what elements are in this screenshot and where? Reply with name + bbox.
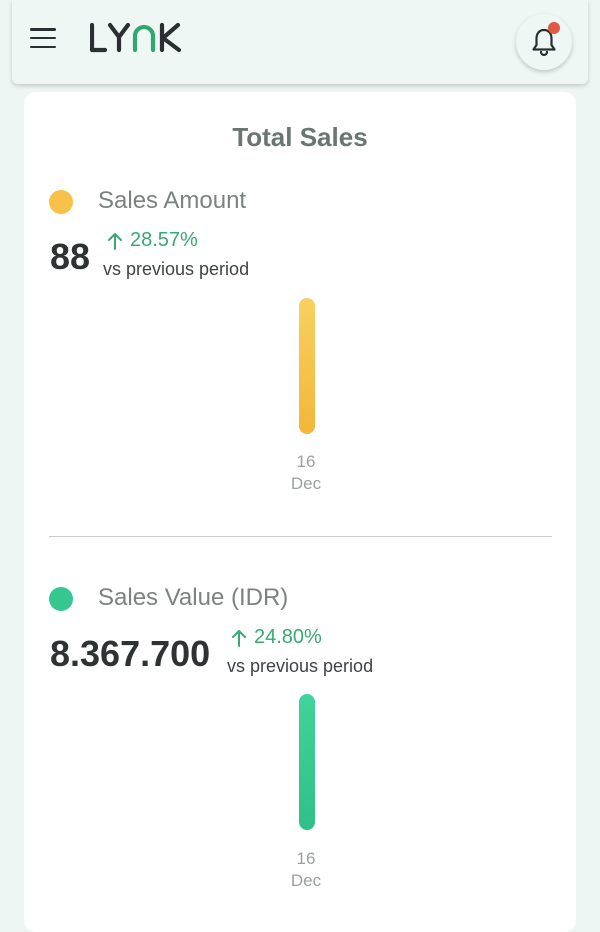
sales-value-bar-day: 16 [296,849,316,868]
card-title: Total Sales [232,122,368,152]
sales-amount-change-text: 28.57% [130,229,198,251]
notifications-button[interactable] [516,14,572,70]
sales-value-vs-label: vs previous period [227,656,374,676]
sales-amount-label: Sales Amount [98,187,247,214]
sales-value-change-text: 24.80% [254,626,322,648]
sales-amount-vs-label: vs previous period [103,259,250,279]
sales-amount-legend-dot [49,190,73,214]
sales-amount-value: 88 [50,236,91,277]
sales-value-bar-month: Dec [290,871,322,890]
arrow-up-icon [108,232,122,250]
sales-amount-bar-month: Dec [290,474,322,493]
lynk-logo [90,22,182,53]
sales-value-bar-date: 16 Dec [256,848,356,892]
sales-value-bar[interactable] [299,694,315,830]
notification-badge [548,22,560,34]
sales-value-label: Sales Value (IDR) [98,584,289,611]
arrow-up-icon [232,629,246,647]
sales-amount-bar-day: 16 [296,452,316,471]
top-app-bar [12,0,588,84]
sales-value-value: 8.367.700 [50,633,211,674]
hamburger-menu-icon[interactable] [30,28,56,48]
total-sales-card: Total Sales Sales Amount 88 28.57% vs pr… [24,92,576,932]
sales-value-legend-dot [49,587,73,611]
sales-value-change: 24.80% [230,626,322,649]
sales-amount-bar-date: 16 Dec [256,451,356,495]
sales-amount-bar[interactable] [299,298,315,434]
sales-amount-change: 28.57% [106,229,198,252]
section-divider [49,536,552,537]
